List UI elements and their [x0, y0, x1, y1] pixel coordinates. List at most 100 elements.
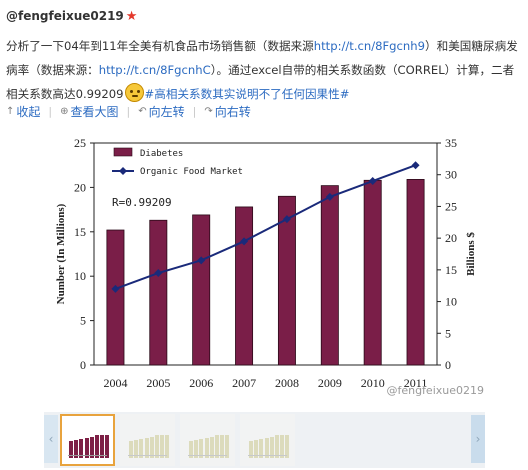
thumbnail-axis	[68, 455, 107, 456]
point-organic-food-market	[325, 192, 334, 201]
thumbnail-bar	[275, 435, 279, 458]
thumbnail-axis	[248, 455, 287, 456]
correlation-annotation: R=0.99209	[112, 196, 172, 209]
rotate-right-button[interactable]: ↷ 向右转	[204, 103, 250, 120]
point-organic-food-market	[368, 177, 377, 186]
thumbnail-bar	[100, 434, 105, 458]
collapse-label: 收起	[16, 104, 41, 119]
point-organic-food-market	[282, 215, 291, 224]
thumbnail-bar	[165, 434, 170, 458]
author-name[interactable]: @fengfeixue0219	[6, 9, 124, 23]
thumbnail-3[interactable]	[180, 414, 235, 466]
point-organic-food-market	[197, 256, 206, 265]
bar-diabetes	[277, 195, 296, 366]
view-large-label: 查看大图	[70, 104, 119, 119]
y2-tick-label: 5	[445, 326, 451, 340]
image-actions: ↑ 收起 | ⊕ 查看大图 | ↶ 向左转 | ↷ 向右转	[6, 102, 265, 120]
x-tick-label: 2008	[275, 376, 299, 390]
rotate-right-icon: ↷	[204, 105, 213, 117]
thumbnail-bar	[280, 434, 285, 458]
red-star-icon: ★	[125, 8, 138, 24]
thumbnail-bar	[269, 436, 274, 458]
thumbnail-bar	[264, 438, 269, 458]
thumbnail-bar	[105, 434, 110, 458]
bar-diabetes	[320, 185, 339, 366]
hashtag-link[interactable]: #高相关系数其实说明不了任何因果性#	[144, 87, 350, 101]
post-text-part-1: 分析了一下04年到11年全美有机食品市场销售额（数据来源	[6, 39, 314, 53]
thumbnail-bar	[129, 440, 133, 458]
thumbnail-bar	[69, 440, 73, 458]
collapse-arrow-icon: ↑	[6, 105, 15, 117]
x-tick-label: 2006	[189, 376, 213, 390]
y2-tick-label: 15	[445, 263, 457, 277]
y2-tick-label: 30	[445, 168, 457, 182]
source-link-1[interactable]: http://t.cn/8Fgcnh9	[313, 39, 425, 53]
x-tick-label: 2010	[361, 376, 385, 390]
x-tick-label: 2011	[404, 376, 428, 390]
magnifier-icon: ⊕	[60, 105, 69, 117]
y2-tick-label: 10	[445, 295, 457, 309]
thumbnail-axis	[128, 455, 167, 456]
thumbnail-bar	[149, 436, 154, 458]
y-tick-label: 0	[80, 358, 86, 372]
y2-tick-label: 20	[445, 231, 457, 245]
thumbnail-bar	[215, 435, 219, 458]
thumbnail-bar	[89, 436, 94, 458]
x-tick-label: 2007	[232, 376, 256, 390]
point-organic-food-market	[411, 161, 420, 170]
x-tick-label: 2005	[146, 376, 170, 390]
view-large-button[interactable]: ⊕ 查看大图	[60, 103, 118, 120]
y-tick-label: 15	[74, 225, 86, 239]
legend-label-organic: Organic Food Market	[140, 167, 243, 177]
y2-axis-title: Billions $	[465, 232, 477, 276]
legend-swatch-diabetes	[113, 147, 133, 157]
post-text-part-3: ）。通过excel自带的相关系数函数（CORREL）计算，二者相关系数高达0.9…	[6, 63, 515, 101]
y-axis-title: Number (In Millions)	[55, 203, 67, 304]
bar-diabetes	[192, 214, 211, 366]
thumbnail-bar	[155, 435, 159, 458]
thumbnail-bar	[199, 439, 204, 458]
thumbnail-4[interactable]	[240, 414, 295, 466]
y2-tick-label: 25	[445, 199, 457, 213]
bar-diabetes	[406, 179, 425, 366]
thumbnail-bar	[74, 439, 79, 458]
rotate-left-icon: ↶	[138, 105, 147, 117]
collapse-button[interactable]: ↑ 收起	[6, 103, 40, 120]
thumbnail-strip	[60, 414, 295, 466]
thumbnail-bar	[134, 439, 139, 458]
legend-label-diabetes: Diabetes	[140, 149, 183, 159]
thumbnail-bar	[209, 436, 214, 458]
thumbnail-bar	[220, 434, 225, 458]
thumbnail-bar	[225, 434, 230, 458]
rotate-left-button[interactable]: ↶ 向左转	[138, 103, 184, 120]
source-link-2[interactable]: http://t.cn/8FgcnhC	[98, 63, 211, 77]
gallery-prev-button[interactable]: ‹	[44, 415, 58, 463]
point-organic-food-market	[240, 237, 249, 246]
line-organic-food-market	[115, 164, 416, 290]
legend-marker-organic	[119, 167, 127, 175]
thumbnail-2[interactable]	[120, 414, 175, 466]
bar-diabetes	[363, 179, 382, 366]
thumbnail-bar	[95, 435, 99, 458]
divider: |	[126, 104, 131, 118]
post-text: 分析了一下04年到11年全美有机食品市场销售额（数据来源http://t.cn/…	[6, 34, 522, 106]
thumbnail-bar	[249, 440, 253, 458]
thumbnail-gallery: ‹ ›	[44, 412, 485, 468]
y-tick-label: 25	[74, 136, 86, 150]
thumbnail-1[interactable]	[60, 414, 115, 466]
gallery-next-button[interactable]: ›	[471, 415, 485, 463]
chart: 0 5 10 15 20 25 0 5 10 15 20 25 30 35 2004 2005 2006 2007…	[55, 136, 477, 390]
thumbnail-bar	[254, 439, 259, 458]
watermark-text: @fengfeixue0219	[386, 384, 484, 397]
y-tick-label: 10	[74, 269, 86, 283]
post-image[interactable]: 0 5 10 15 20 25 0 5 10 15 20 25 30 35 2004 2005 2006 2007…	[44, 126, 485, 402]
post-header: @fengfeixue0219 ★	[6, 7, 137, 25]
thumbnail-bar	[144, 438, 149, 458]
bar-diabetes	[149, 219, 168, 366]
thumbnail-bar	[79, 439, 84, 458]
y-tick-label: 5	[80, 314, 86, 328]
thumbnail-axis	[188, 455, 227, 456]
thumbnail-bar	[204, 438, 209, 458]
thumbnail-bar	[259, 439, 264, 458]
x-tick-label: 2009	[318, 376, 342, 390]
